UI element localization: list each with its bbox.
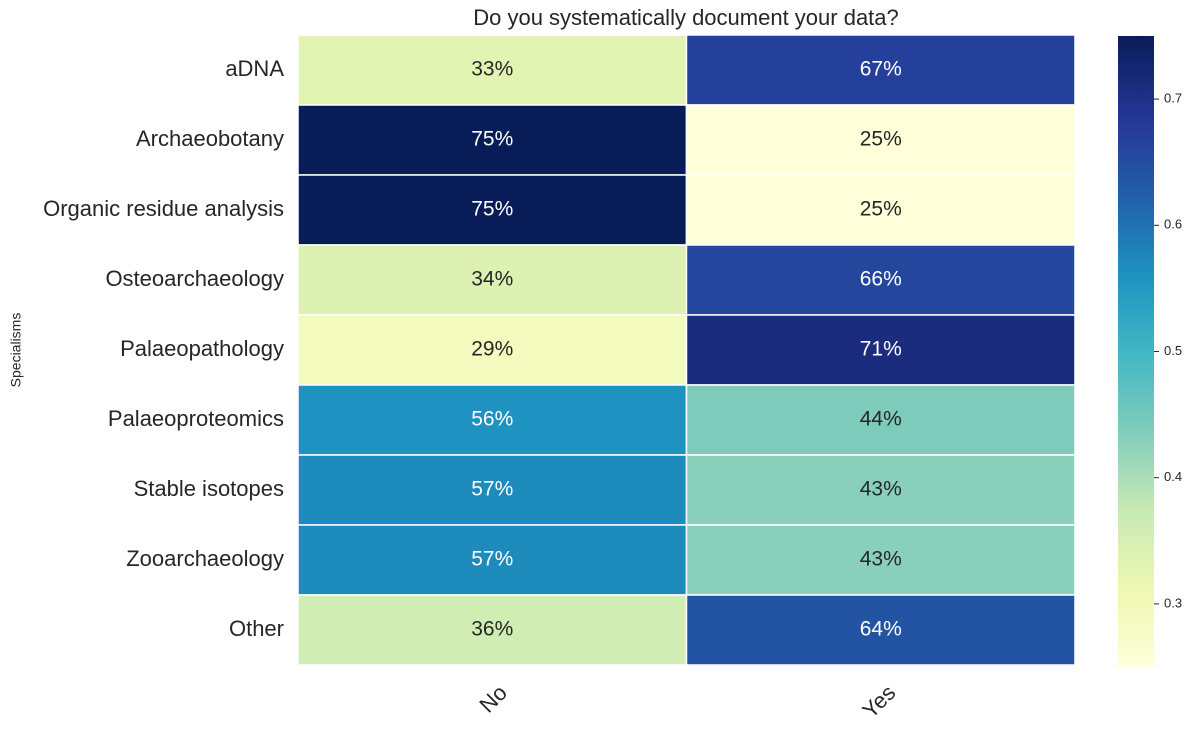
heatmap-cell: [297, 454, 688, 526]
cell-label: 34%: [471, 268, 513, 291]
cell-label: 43%: [860, 548, 902, 571]
cell-label: 25%: [860, 198, 902, 221]
heatmap-cell: [297, 314, 688, 386]
y-axis-label: Specialisms: [8, 313, 24, 388]
heatmap-cell: [297, 34, 688, 106]
cell-label: 66%: [860, 268, 902, 291]
y-tick-label: Zooarchaeology: [126, 546, 284, 571]
cell-label: 56%: [471, 408, 513, 431]
colorbar-tick-label: 0.5: [1164, 343, 1182, 358]
colorbar: [1118, 36, 1154, 667]
heatmap-cell: [685, 314, 1076, 386]
cell-label: 43%: [860, 478, 902, 501]
y-tick-label: Archaeobotany: [136, 126, 284, 151]
heatmap-cell: [685, 594, 1076, 666]
y-tick-label: Other: [229, 616, 284, 641]
cell-label: 29%: [471, 338, 513, 361]
y-tick-label: aDNA: [225, 56, 284, 81]
heatmap-cell: [297, 244, 688, 316]
x-tick-label: Yes: [857, 680, 900, 723]
y-tick-label: Organic residue analysis: [43, 196, 284, 221]
colorbar-tick-label: 0.7: [1164, 91, 1182, 106]
heatmap-cell: [685, 244, 1076, 316]
heatmap-cell: [685, 104, 1076, 176]
y-tick-label: Palaeoproteomics: [108, 406, 284, 431]
heatmap-cell: [685, 34, 1076, 106]
y-tick-label: Palaeopathology: [120, 336, 284, 361]
cell-label: 71%: [860, 338, 902, 361]
heatmap-cell: [297, 384, 688, 456]
cell-label: 57%: [471, 478, 513, 501]
cell-label: 36%: [471, 618, 513, 641]
heatmap-cell: [297, 594, 688, 666]
heatmap-cell: [685, 454, 1076, 526]
cell-label: 75%: [471, 128, 513, 151]
colorbar-tick-label: 0.4: [1164, 469, 1182, 484]
cell-label: 33%: [471, 58, 513, 81]
x-tick-label: No: [474, 680, 512, 718]
cell-label: 25%: [860, 128, 902, 151]
heatmap-cell: [685, 384, 1076, 456]
cell-label: 64%: [860, 618, 902, 641]
cell-label: 67%: [860, 58, 902, 81]
cell-label: 57%: [471, 548, 513, 571]
cell-label: 75%: [471, 198, 513, 221]
colorbar-tick-label: 0.6: [1164, 217, 1182, 232]
y-tick-label: Stable isotopes: [134, 476, 284, 501]
cell-label: 44%: [860, 408, 902, 431]
y-tick-label: Osteoarchaeology: [105, 266, 284, 291]
chart-title: Do you systematically document your data…: [473, 5, 899, 30]
heatmap-cell: [297, 174, 688, 246]
heatmap-cell: [685, 174, 1076, 246]
heatmap-cell: [685, 524, 1076, 596]
colorbar-tick-label: 0.3: [1164, 595, 1182, 610]
